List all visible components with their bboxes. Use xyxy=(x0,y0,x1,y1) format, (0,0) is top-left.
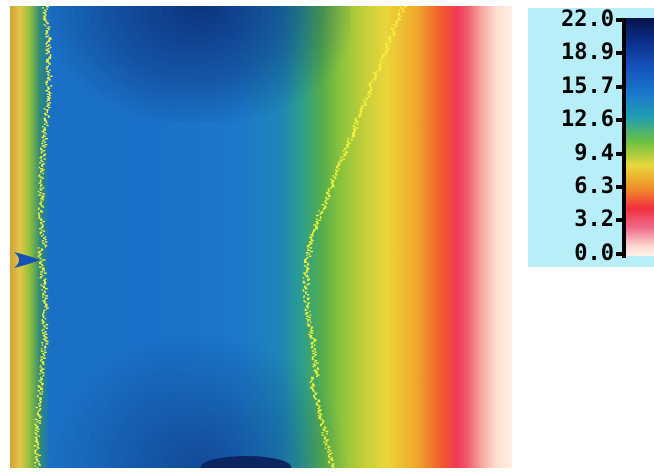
colorbar-gradient xyxy=(626,18,654,256)
colorbar-tick xyxy=(616,50,626,55)
colorbar-tick xyxy=(616,184,626,189)
contour-line-right xyxy=(302,6,407,468)
colorbar-axis xyxy=(622,18,626,258)
colorbar-tick-label: 15.7 xyxy=(561,74,614,99)
colorbar-tick-label: 0.0 xyxy=(574,241,614,266)
colorbar-tick xyxy=(616,217,626,222)
colorbar-tick-label: 22.0 xyxy=(561,7,614,32)
colorbar-tick xyxy=(616,252,626,256)
colorbar-panel: 22.0 18.9 15.7 12.6 9.4 6.3 3.2 0.0 xyxy=(528,8,654,267)
colorbar-tick-label: 3.2 xyxy=(574,206,614,232)
colorbar-tick-label: 12.6 xyxy=(561,106,614,132)
colorbar-tick-label: 18.9 xyxy=(561,39,614,65)
colorbar-tick-label: 9.4 xyxy=(574,141,614,167)
thermal-image xyxy=(10,6,512,468)
colorbar-tick xyxy=(616,18,626,22)
colorbar-tick xyxy=(616,152,626,157)
contour-line-left xyxy=(33,6,53,468)
colorbar-tick xyxy=(616,85,626,89)
colorbar-tick-label: 6.3 xyxy=(574,173,614,199)
colorbar-tick xyxy=(616,117,626,122)
contour-overlay xyxy=(33,6,407,468)
